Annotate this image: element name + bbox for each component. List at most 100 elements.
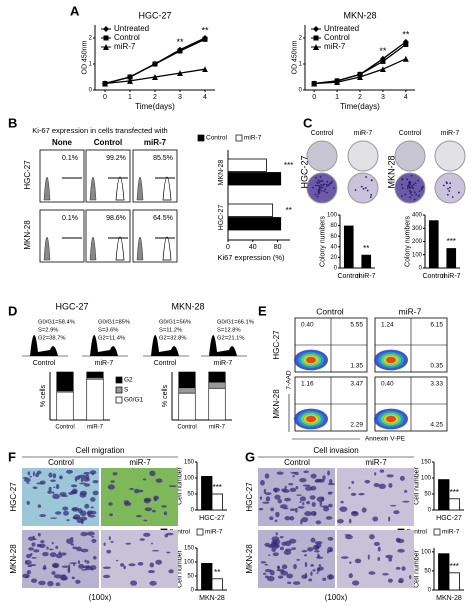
colony (362, 187, 365, 190)
category-label: miR-7 (209, 425, 226, 431)
cell (367, 554, 370, 560)
histogram-peak (43, 176, 51, 201)
gate-percent: 0.1% (62, 155, 78, 162)
annotation: ** (363, 244, 369, 253)
y-tick-label: 0 (299, 88, 303, 94)
legend-label: miR-7 (324, 42, 346, 51)
cell (396, 538, 405, 544)
axis-label: Annexin V-PE (365, 436, 406, 443)
cell (37, 532, 41, 537)
row-label: MKN-28 (245, 544, 254, 574)
cell (128, 563, 136, 567)
cell (31, 578, 38, 583)
colony (318, 189, 320, 191)
column-label: miR-7 (129, 458, 151, 467)
colony (314, 184, 317, 187)
dish (306, 140, 338, 172)
y-axis-label: Cell number (177, 466, 184, 504)
quadrant-value: 2.29 (350, 422, 363, 429)
cell (385, 554, 393, 559)
cell (303, 470, 309, 474)
magnification: (100x) (325, 593, 348, 602)
cell (28, 547, 34, 551)
cell (70, 543, 75, 546)
cell (46, 546, 49, 550)
cell (85, 565, 92, 571)
cell (92, 555, 97, 560)
cell (51, 541, 54, 545)
cell (166, 551, 171, 554)
cell (58, 551, 62, 555)
colony (317, 179, 320, 182)
row-label: HGC-27 (23, 160, 32, 190)
row-label: HGC-27 (9, 482, 18, 512)
cell (149, 470, 156, 477)
cell (26, 570, 32, 575)
y-tick-label: 150 (184, 460, 195, 466)
cell (344, 534, 352, 536)
cell (369, 534, 375, 540)
x-axis-label: Time(days) (340, 102, 380, 111)
cell (89, 565, 97, 571)
cell (348, 518, 352, 524)
cell (269, 570, 275, 576)
legend-label: G0/G1 (124, 397, 144, 404)
bar (428, 220, 439, 268)
cell (150, 542, 154, 545)
colony (317, 184, 319, 187)
panel-letter: A (70, 3, 80, 18)
histogram-peak (162, 176, 172, 201)
panel-letter: G (245, 449, 255, 464)
cell (313, 511, 316, 516)
cell (276, 471, 284, 475)
x-tick-label: 1 (335, 94, 339, 101)
cell (299, 477, 307, 483)
cell (83, 483, 91, 487)
quadrant-value: 0.35 (430, 363, 443, 370)
cell (73, 563, 76, 567)
cell (143, 532, 151, 537)
legend-label: Control (206, 135, 228, 142)
colony (407, 184, 410, 187)
y-tick-label: 50 (187, 492, 194, 498)
cell (68, 491, 74, 495)
cell (267, 554, 271, 556)
cell (321, 496, 325, 501)
bar (361, 254, 372, 268)
legend-label: G2 (124, 377, 133, 384)
histogram-peak (89, 176, 97, 201)
cell (33, 549, 40, 553)
cell (55, 553, 63, 559)
phase-stat: S=11.2% (159, 328, 182, 334)
cell (110, 480, 115, 483)
annotation: ** (214, 568, 220, 577)
cell (310, 473, 317, 479)
colony (447, 187, 449, 190)
cell (31, 542, 36, 547)
panel-letter: C (303, 115, 313, 130)
cell (339, 506, 348, 512)
panel-title: MKN-28 (171, 301, 204, 311)
cell (281, 488, 287, 492)
cell (147, 570, 155, 574)
panel-title: HGC-27 (55, 301, 88, 311)
cell (266, 575, 275, 582)
colony (409, 186, 412, 189)
annotation: ** (176, 37, 184, 47)
cell (48, 472, 53, 478)
cell (328, 503, 333, 508)
phase-stat: S=2.9% (38, 328, 58, 334)
cell (325, 516, 333, 520)
annotation: *** (284, 161, 293, 170)
colony (421, 185, 424, 188)
x-tick-label: 2 (153, 94, 157, 101)
cell (264, 473, 270, 479)
y-tick-label: 100 (184, 560, 195, 566)
cell (272, 552, 279, 557)
cell (77, 560, 81, 565)
row-label: MKN-28 (272, 389, 281, 419)
cell (361, 507, 367, 513)
x-tick-label: 2 (358, 94, 362, 101)
y-tick-label: 1 (299, 62, 303, 68)
